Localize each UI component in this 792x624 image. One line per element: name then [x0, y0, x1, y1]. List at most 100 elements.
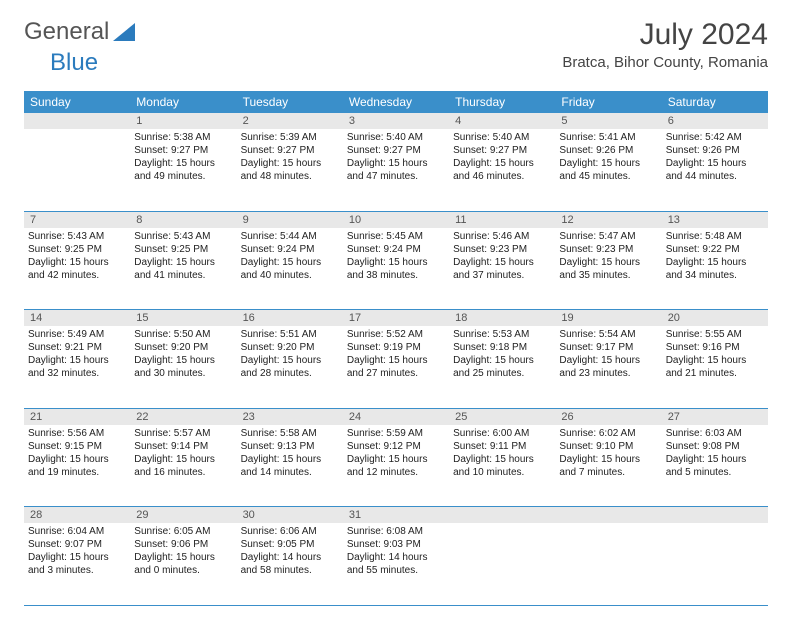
day-cell: Sunrise: 5:56 AMSunset: 9:15 PMDaylight:…	[24, 425, 130, 507]
day-number: 22	[130, 408, 236, 425]
sunset-text: Sunset: 9:20 PM	[134, 341, 232, 354]
daylight-text-1: Daylight: 15 hours	[347, 453, 445, 466]
calendar-table: Sunday Monday Tuesday Wednesday Thursday…	[24, 91, 768, 606]
sunrise-text: Sunrise: 5:53 AM	[453, 328, 551, 341]
day-number: 29	[130, 507, 236, 524]
day-cell	[449, 523, 555, 605]
sunset-text: Sunset: 9:07 PM	[28, 538, 126, 551]
day-number: 20	[662, 310, 768, 327]
day-number: 19	[555, 310, 661, 327]
daylight-text-2: and 44 minutes.	[666, 170, 764, 183]
daylight-text-2: and 46 minutes.	[453, 170, 551, 183]
daylight-text-1: Daylight: 15 hours	[453, 157, 551, 170]
day-number: 12	[555, 211, 661, 228]
title-block: July 2024 Bratca, Bihor County, Romania	[562, 18, 768, 71]
daylight-text-1: Daylight: 15 hours	[134, 453, 232, 466]
sunrise-text: Sunrise: 5:59 AM	[347, 427, 445, 440]
sunrise-text: Sunrise: 5:40 AM	[453, 131, 551, 144]
location-label: Bratca, Bihor County, Romania	[562, 54, 768, 71]
sunset-text: Sunset: 9:10 PM	[559, 440, 657, 453]
sunset-text: Sunset: 9:25 PM	[28, 243, 126, 256]
sunset-text: Sunset: 9:21 PM	[28, 341, 126, 354]
daylight-text-2: and 55 minutes.	[347, 564, 445, 577]
day-cell: Sunrise: 5:53 AMSunset: 9:18 PMDaylight:…	[449, 326, 555, 408]
daylight-text-1: Daylight: 15 hours	[134, 354, 232, 367]
sunset-text: Sunset: 9:22 PM	[666, 243, 764, 256]
sunrise-text: Sunrise: 5:43 AM	[28, 230, 126, 243]
day-cell: Sunrise: 5:51 AMSunset: 9:20 PMDaylight:…	[237, 326, 343, 408]
sunrise-text: Sunrise: 5:52 AM	[347, 328, 445, 341]
day-cell: Sunrise: 5:49 AMSunset: 9:21 PMDaylight:…	[24, 326, 130, 408]
daylight-text-2: and 47 minutes.	[347, 170, 445, 183]
sunrise-text: Sunrise: 5:38 AM	[134, 131, 232, 144]
day-cell: Sunrise: 5:39 AMSunset: 9:27 PMDaylight:…	[237, 129, 343, 211]
daylight-text-2: and 27 minutes.	[347, 367, 445, 380]
daylight-text-1: Daylight: 15 hours	[241, 354, 339, 367]
sunrise-text: Sunrise: 5:51 AM	[241, 328, 339, 341]
day-number: 8	[130, 211, 236, 228]
daylight-text-1: Daylight: 15 hours	[241, 256, 339, 269]
sunrise-text: Sunrise: 5:44 AM	[241, 230, 339, 243]
day-number: 30	[237, 507, 343, 524]
weekday-header: Saturday	[662, 91, 768, 113]
day-cell	[662, 523, 768, 605]
daylight-text-1: Daylight: 15 hours	[28, 551, 126, 564]
day-cell: Sunrise: 5:58 AMSunset: 9:13 PMDaylight:…	[237, 425, 343, 507]
day-cell: Sunrise: 5:43 AMSunset: 9:25 PMDaylight:…	[24, 228, 130, 310]
day-number: 31	[343, 507, 449, 524]
sunset-text: Sunset: 9:24 PM	[241, 243, 339, 256]
sunset-text: Sunset: 9:23 PM	[559, 243, 657, 256]
daylight-text-2: and 37 minutes.	[453, 269, 551, 282]
daylight-text-1: Daylight: 15 hours	[559, 157, 657, 170]
day-content-row: Sunrise: 5:56 AMSunset: 9:15 PMDaylight:…	[24, 425, 768, 507]
sunset-text: Sunset: 9:16 PM	[666, 341, 764, 354]
daylight-text-1: Daylight: 15 hours	[559, 256, 657, 269]
day-cell: Sunrise: 5:42 AMSunset: 9:26 PMDaylight:…	[662, 129, 768, 211]
day-cell: Sunrise: 5:41 AMSunset: 9:26 PMDaylight:…	[555, 129, 661, 211]
day-cell: Sunrise: 5:59 AMSunset: 9:12 PMDaylight:…	[343, 425, 449, 507]
sunset-text: Sunset: 9:11 PM	[453, 440, 551, 453]
day-number: 28	[24, 507, 130, 524]
daylight-text-1: Daylight: 15 hours	[28, 256, 126, 269]
day-number-row: 21222324252627	[24, 408, 768, 425]
daylight-text-1: Daylight: 15 hours	[134, 551, 232, 564]
day-number: 25	[449, 408, 555, 425]
sunset-text: Sunset: 9:24 PM	[347, 243, 445, 256]
day-number: 15	[130, 310, 236, 327]
day-number	[24, 113, 130, 129]
day-cell: Sunrise: 5:57 AMSunset: 9:14 PMDaylight:…	[130, 425, 236, 507]
day-number: 17	[343, 310, 449, 327]
weekday-header: Thursday	[449, 91, 555, 113]
daylight-text-1: Daylight: 15 hours	[28, 354, 126, 367]
sunset-text: Sunset: 9:03 PM	[347, 538, 445, 551]
daylight-text-2: and 34 minutes.	[666, 269, 764, 282]
day-cell: Sunrise: 5:44 AMSunset: 9:24 PMDaylight:…	[237, 228, 343, 310]
daylight-text-1: Daylight: 15 hours	[453, 354, 551, 367]
daylight-text-1: Daylight: 15 hours	[241, 453, 339, 466]
day-number: 14	[24, 310, 130, 327]
day-cell: Sunrise: 6:06 AMSunset: 9:05 PMDaylight:…	[237, 523, 343, 605]
sunrise-text: Sunrise: 6:00 AM	[453, 427, 551, 440]
sunset-text: Sunset: 9:13 PM	[241, 440, 339, 453]
sunset-text: Sunset: 9:27 PM	[347, 144, 445, 157]
day-cell: Sunrise: 5:52 AMSunset: 9:19 PMDaylight:…	[343, 326, 449, 408]
day-content-row: Sunrise: 5:43 AMSunset: 9:25 PMDaylight:…	[24, 228, 768, 310]
daylight-text-1: Daylight: 15 hours	[134, 256, 232, 269]
day-number: 26	[555, 408, 661, 425]
daylight-text-2: and 14 minutes.	[241, 466, 339, 479]
sunset-text: Sunset: 9:26 PM	[559, 144, 657, 157]
day-cell: Sunrise: 6:04 AMSunset: 9:07 PMDaylight:…	[24, 523, 130, 605]
daylight-text-2: and 32 minutes.	[28, 367, 126, 380]
daylight-text-2: and 38 minutes.	[347, 269, 445, 282]
sunset-text: Sunset: 9:18 PM	[453, 341, 551, 354]
day-cell: Sunrise: 5:55 AMSunset: 9:16 PMDaylight:…	[662, 326, 768, 408]
sunset-text: Sunset: 9:17 PM	[559, 341, 657, 354]
sunrise-text: Sunrise: 6:02 AM	[559, 427, 657, 440]
sunset-text: Sunset: 9:05 PM	[241, 538, 339, 551]
sunrise-text: Sunrise: 5:43 AM	[134, 230, 232, 243]
sunrise-text: Sunrise: 6:04 AM	[28, 525, 126, 538]
daylight-text-2: and 5 minutes.	[666, 466, 764, 479]
sunset-text: Sunset: 9:26 PM	[666, 144, 764, 157]
day-cell: Sunrise: 6:03 AMSunset: 9:08 PMDaylight:…	[662, 425, 768, 507]
sunrise-text: Sunrise: 5:45 AM	[347, 230, 445, 243]
